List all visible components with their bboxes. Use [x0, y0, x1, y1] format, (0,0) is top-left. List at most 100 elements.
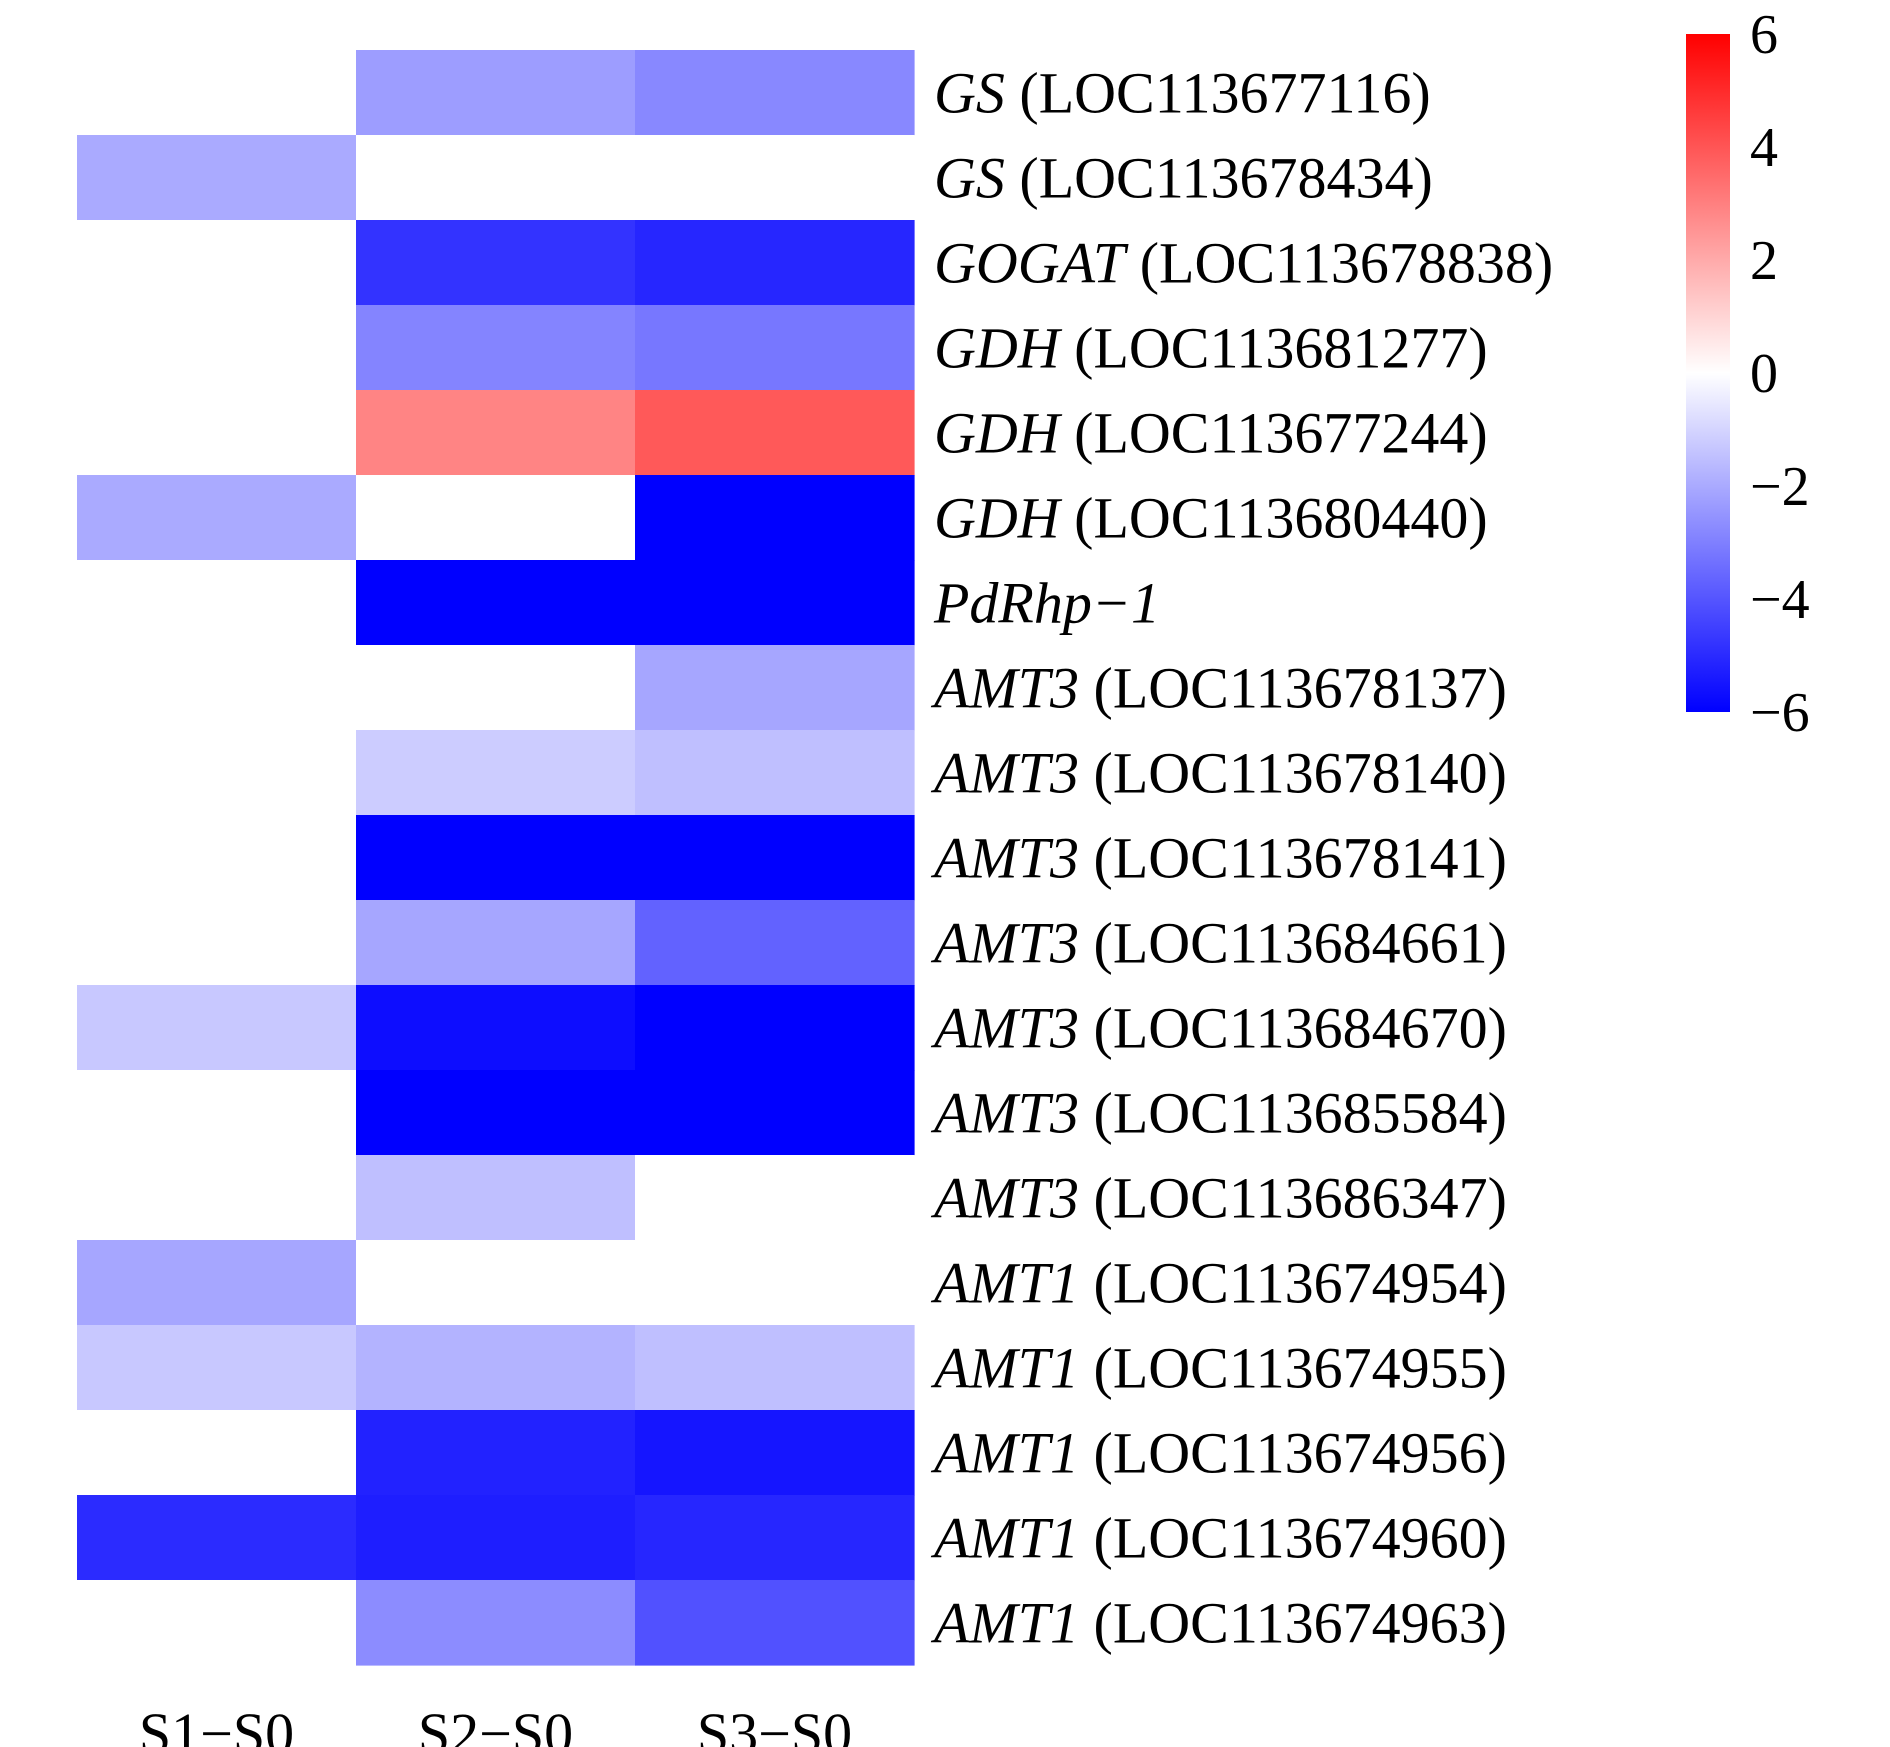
heatmap-cell: [77, 730, 357, 816]
heatmap-cell: [635, 475, 915, 561]
heatmap-cell: [356, 730, 636, 816]
heatmap-cell: [356, 135, 636, 221]
row-label: GS (LOC113677116): [934, 61, 1431, 126]
heatmap-cell: [635, 305, 915, 391]
row-label: GDH (LOC113680440): [934, 486, 1488, 551]
row-label: AMT3 (LOC113685584): [930, 1081, 1507, 1146]
heatmap-cell: [77, 390, 357, 476]
heatmap-cell: [635, 1325, 915, 1411]
row-label-locus: (LOC113678140): [1079, 741, 1507, 806]
heatmap-cell: [356, 1495, 636, 1581]
row-label: AMT3 (LOC113686347): [930, 1166, 1507, 1231]
row-label-gene: AMT1: [930, 1591, 1079, 1656]
heatmap-cell: [356, 1325, 636, 1411]
row-label-gene: AMT3: [930, 1166, 1079, 1231]
row-label-gene: AMT3: [930, 741, 1079, 806]
heatmap-cell: [77, 1410, 357, 1496]
row-label-locus: (LOC113680440): [1060, 486, 1488, 551]
row-label-gene: AMT3: [930, 1081, 1079, 1146]
heatmap-cell: [635, 1580, 915, 1666]
heatmap-cell: [356, 645, 636, 731]
heatmap-cell: [77, 220, 357, 306]
colorbar-tick-label: −4: [1750, 569, 1810, 631]
row-label: AMT1 (LOC113674963): [930, 1591, 1507, 1656]
row-label-locus: (LOC113674955): [1079, 1336, 1507, 1401]
row-label-gene: GDH: [934, 316, 1063, 381]
row-label: AMT1 (LOC113674960): [930, 1506, 1507, 1571]
colorbar-gradient: [1686, 34, 1730, 712]
heatmap-cell: [77, 900, 357, 986]
heatmap-cell: [77, 305, 357, 391]
heatmap-cell: [77, 560, 357, 646]
heatmap-cell: [635, 900, 915, 986]
row-label: AMT3 (LOC113678140): [930, 741, 1507, 806]
row-label: AMT3 (LOC113684670): [930, 996, 1507, 1061]
heatmap-cell: [356, 900, 636, 986]
row-label-locus: (LOC113677244): [1060, 401, 1488, 466]
row-labels: GS (LOC113677116) GS (LOC113678434) GOGAT …: [930, 61, 1553, 1656]
row-label: GDH (LOC113677244): [934, 401, 1488, 466]
row-label-locus: (LOC113677116): [1005, 61, 1431, 126]
heatmap-cell: [356, 475, 636, 561]
heatmap-cell: [635, 220, 915, 306]
colorbar-tick-label: 2: [1750, 230, 1778, 292]
row-label-locus: (LOC113674963): [1079, 1591, 1507, 1656]
row-label-gene: AMT3: [930, 996, 1079, 1061]
heatmap-cell: [356, 560, 636, 646]
heatmap-cell: [77, 1580, 357, 1666]
heatmap-cell: [77, 1240, 357, 1326]
row-label-gene: AMT1: [930, 1506, 1079, 1571]
heatmap-cell: [77, 645, 357, 731]
column-label: S1−S0: [139, 1701, 294, 1747]
heatmap-cell: [356, 1580, 636, 1666]
colorbar-tick-label: 4: [1750, 117, 1778, 179]
heatmap-cell: [356, 1410, 636, 1496]
row-label-locus: (LOC113674956): [1079, 1421, 1507, 1486]
heatmap-cell: [356, 985, 636, 1071]
row-label-locus: (LOC113684661): [1079, 911, 1507, 976]
heatmap-cell: [356, 1155, 636, 1241]
row-label-gene: GS: [934, 61, 1005, 126]
row-label-gene: GS: [934, 146, 1005, 211]
heatmap-cell: [356, 1240, 636, 1326]
colorbar-tick-label: −6: [1750, 682, 1810, 744]
heatmap-cell: [356, 50, 636, 136]
heatmap-cell: [356, 305, 636, 391]
row-label: AMT3 (LOC113678141): [930, 826, 1507, 891]
row-label-gene: AMT3: [930, 826, 1079, 891]
row-label: GS (LOC113678434): [934, 146, 1433, 211]
heatmap-cell: [635, 645, 915, 731]
heatmap-cell: [77, 1070, 357, 1156]
row-label-locus: (LOC113686347): [1079, 1166, 1507, 1231]
row-label: AMT1 (LOC113674955): [930, 1336, 1507, 1401]
heatmap-cell: [77, 50, 357, 136]
heatmap-cell: [635, 730, 915, 816]
row-label-locus: (LOC113678838): [1125, 231, 1553, 296]
row-label-locus: (LOC113678141): [1079, 826, 1507, 891]
heatmap-cell: [635, 985, 915, 1071]
heatmap-cell: [77, 985, 357, 1071]
row-label-gene: GDH: [934, 401, 1063, 466]
colorbar-tick-label: 6: [1750, 4, 1778, 66]
heatmap-cell: [635, 1070, 915, 1156]
heatmap-cell: [635, 1240, 915, 1326]
row-label-locus: (LOC113674960): [1079, 1506, 1507, 1571]
row-label-gene: AMT3: [930, 911, 1079, 976]
heatmap-cell: [356, 220, 636, 306]
row-label-locus: (LOC113681277): [1060, 316, 1488, 381]
row-label-gene: AMT1: [930, 1251, 1079, 1316]
heatmap-cell: [77, 815, 357, 901]
heatmap-cell: [356, 390, 636, 476]
colorbar-tick-label: 0: [1750, 343, 1778, 405]
heatmap-cell: [635, 1410, 915, 1496]
colorbar: 6 4 2 0 −2 −4 −6: [1686, 4, 1810, 744]
heatmap-cell: [635, 135, 915, 221]
colorbar-ticks: 6 4 2 0 −2 −4 −6: [1750, 4, 1810, 744]
row-label: PdRhp−1: [933, 571, 1160, 636]
heatmap-cell: [77, 135, 357, 221]
heatmap-cell: [356, 1070, 636, 1156]
row-label: GOGAT (LOC113678838): [934, 231, 1553, 296]
heatmap-cell: [635, 390, 915, 476]
column-labels: S1−S0 S2−S0 S3−S0: [139, 1701, 852, 1747]
